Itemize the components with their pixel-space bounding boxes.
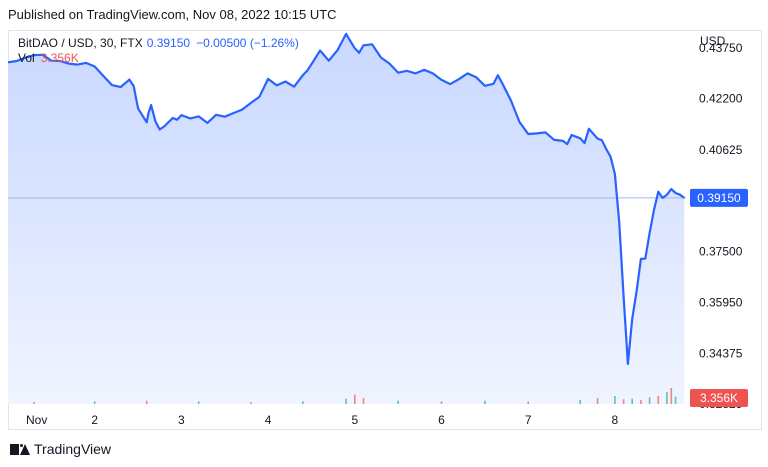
brand-name: TradingView [34, 441, 112, 457]
volume-bar [631, 398, 633, 404]
y-tick-label: 0.34375 [699, 347, 743, 361]
volume-label: Vol [18, 51, 35, 65]
volume-bar [674, 396, 677, 404]
x-tick-label: 3 [178, 413, 185, 427]
volume-bar [579, 400, 581, 404]
volume-bar [527, 401, 529, 404]
symbol-label: BitDAO / USD, 30, FTX [18, 36, 143, 50]
price-area [8, 33, 685, 405]
volume-bar [145, 400, 148, 404]
volume-legend: Vol 3.356K [18, 51, 79, 65]
y-tick-label: 0.40625 [699, 143, 743, 157]
last-price-badge-label: 0.39150 [697, 191, 741, 205]
last-price: 0.39150 [146, 36, 191, 50]
y-tick-label: 0.43750 [699, 41, 743, 55]
x-tick-label: Nov [26, 413, 47, 427]
price-change: −0.00500 (−1.26%) [196, 36, 299, 50]
volume-bar [622, 399, 625, 404]
volume-value: 3.356K [40, 51, 79, 65]
y-tick-label: 0.37500 [699, 245, 743, 259]
x-tick-label: 8 [612, 413, 619, 427]
volume-bar [640, 400, 642, 404]
volume-bar [33, 402, 35, 404]
volume-bar [440, 401, 443, 404]
volume-bar [197, 401, 200, 404]
y-tick-label: 0.42200 [699, 92, 743, 106]
published-caption: Published on TradingView.com, Nov 08, 20… [8, 7, 337, 22]
chart-legend: BitDAO / USD, 30, FTX 0.39150 −0.00500 (−1… [18, 35, 299, 51]
y-tick-label: 0.35950 [699, 295, 743, 309]
currency-label: USD [700, 34, 726, 48]
volume-bar [362, 398, 365, 404]
x-tick-label: 6 [438, 413, 445, 427]
volume-bar [670, 388, 673, 404]
volume-bar [484, 400, 486, 404]
volume-bar [93, 401, 96, 404]
volume-badge [690, 389, 748, 407]
volume-bar [354, 394, 356, 404]
volume-bar [596, 398, 599, 404]
volume-bar [397, 400, 399, 404]
price-line [7, 32, 685, 365]
volume-bar [614, 396, 616, 404]
footer-brand[interactable]: TradingView [10, 441, 111, 457]
volume-bar [666, 392, 668, 404]
volume-bar [250, 402, 252, 404]
volume-bar [302, 401, 304, 404]
x-tick-label: 5 [351, 413, 358, 427]
x-tick-label: 2 [91, 413, 98, 427]
x-tick-label: 7 [525, 413, 532, 427]
volume-badge-label: 3.356K [700, 391, 738, 405]
x-tick-label: 4 [265, 413, 272, 427]
volume-bar [648, 397, 651, 404]
volume-bar [345, 398, 347, 404]
tradingview-logo-icon [10, 442, 30, 456]
last-price-badge [690, 188, 748, 207]
volume-bar [657, 396, 660, 404]
